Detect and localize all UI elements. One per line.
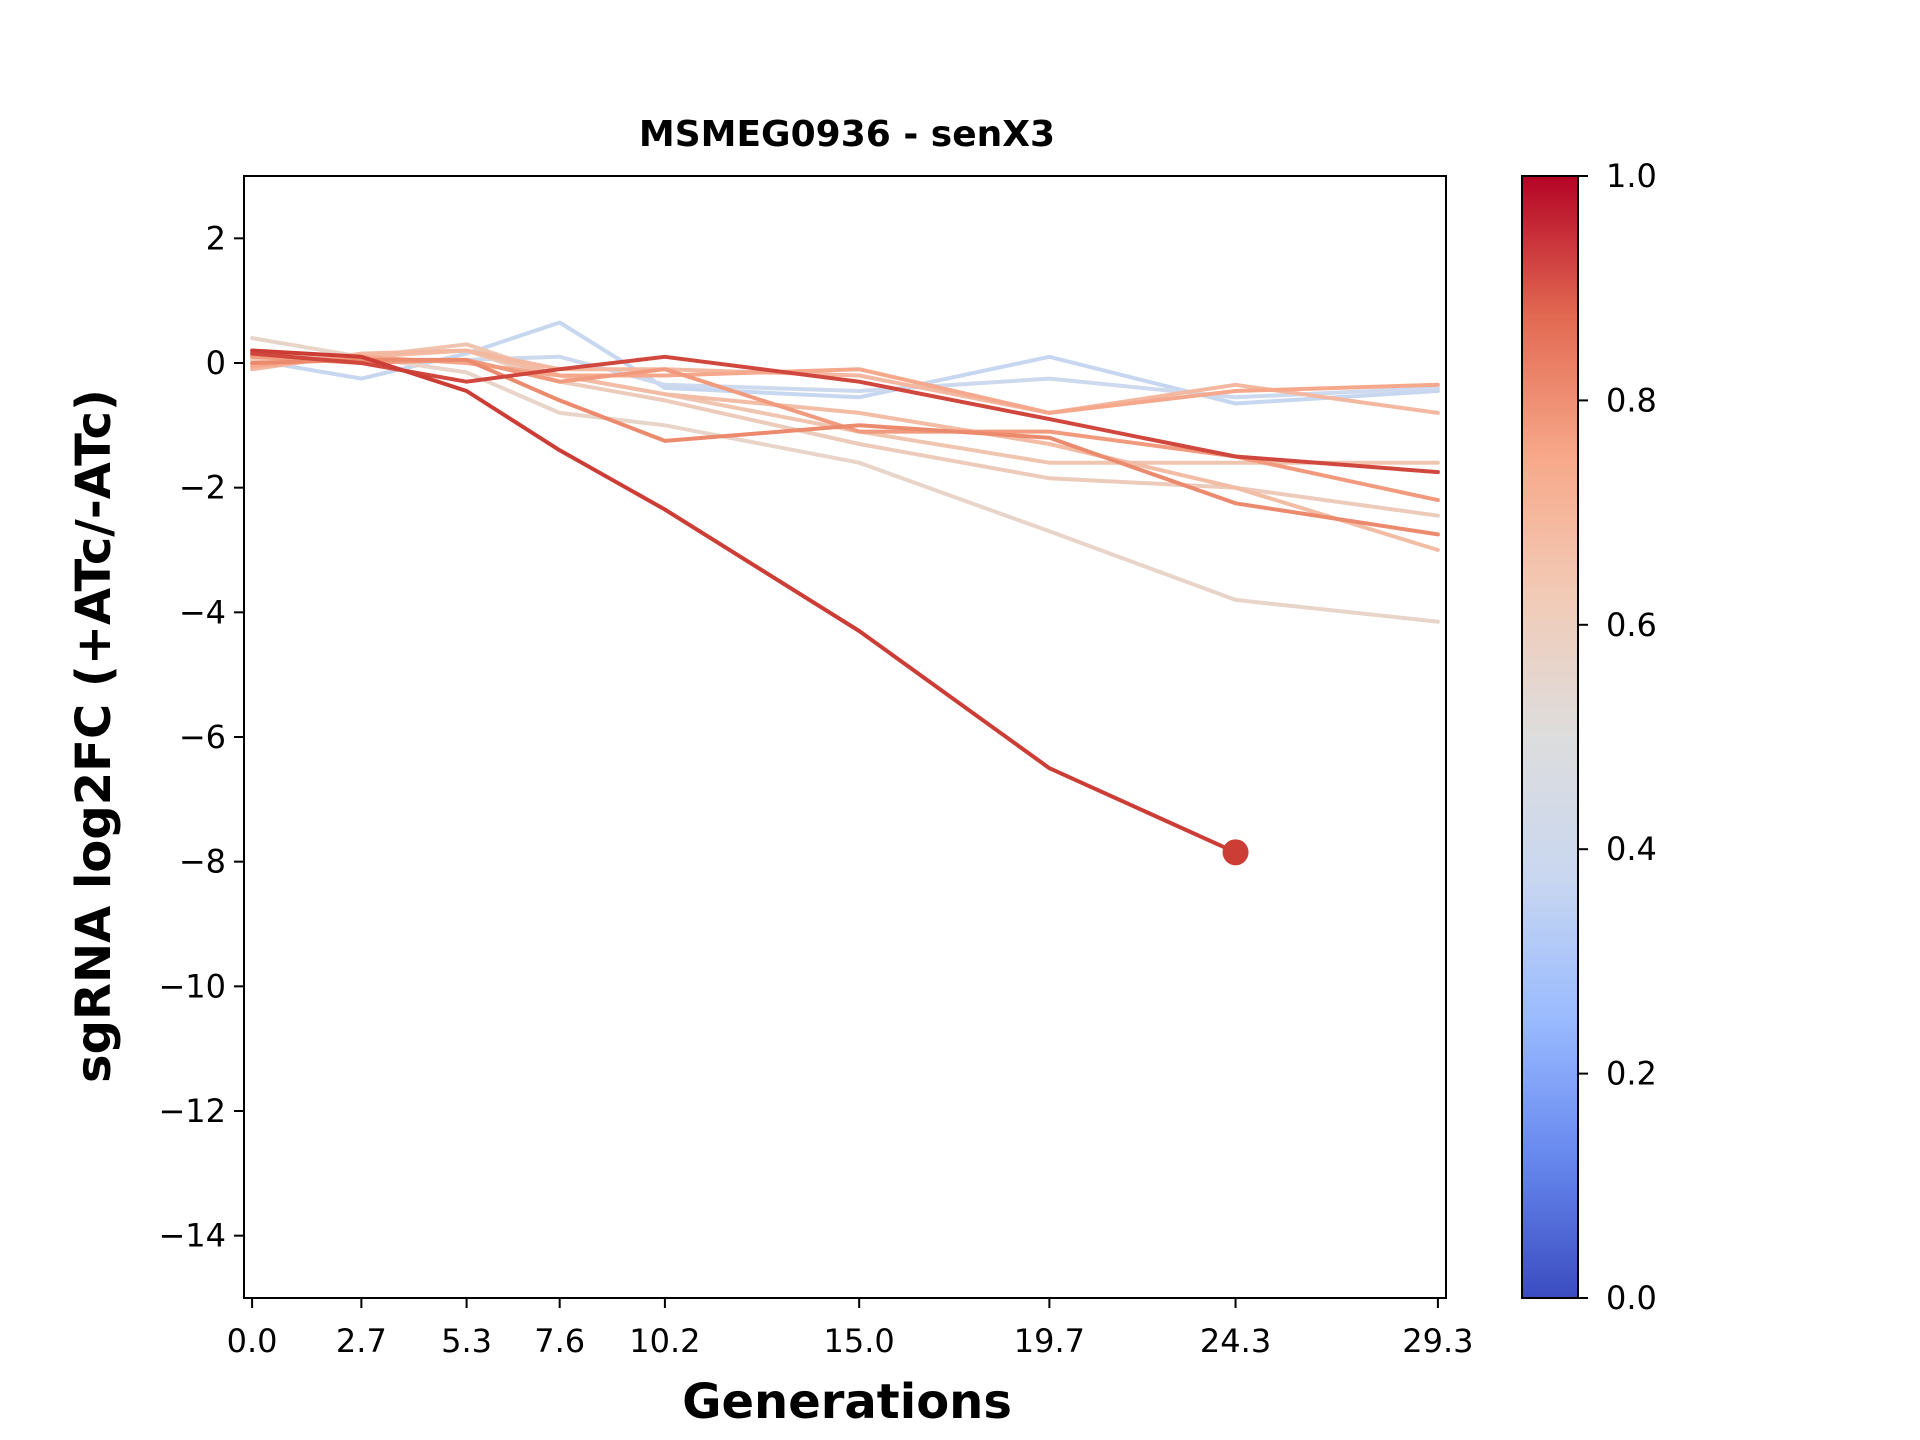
- x-tick-label: 7.6: [534, 1322, 585, 1360]
- y-tick-label: −6: [179, 718, 226, 756]
- y-axis-label: sgRNA log2FC (+ATc/-ATc): [66, 389, 122, 1083]
- y-tick-label: −12: [158, 1092, 226, 1130]
- x-tick-label: 29.3: [1402, 1322, 1473, 1360]
- colorbar-tick-label: 1.0: [1606, 157, 1657, 195]
- x-tick-label: 0.0: [227, 1322, 278, 1360]
- x-axis-label: Generations: [682, 1374, 1012, 1430]
- series-line-9: [250, 354, 1440, 503]
- y-tick-label: −14: [158, 1217, 226, 1255]
- y-tick-label: 0: [206, 344, 226, 382]
- y-tick-label: −2: [179, 469, 226, 507]
- y-tick-label: −4: [179, 593, 226, 631]
- plot-area: [250, 320, 1440, 866]
- colorbar-gradient: [1521, 175, 1579, 1299]
- series-line-10: [250, 357, 1440, 537]
- x-tick-label: 19.7: [1014, 1322, 1085, 1360]
- colorbar: 0.0 0.2 0.4 0.6 0.8 1.0: [1521, 157, 1657, 1317]
- colorbar-tick-label: 0.2: [1606, 1055, 1657, 1093]
- x-tick-label: 15.0: [824, 1322, 895, 1360]
- chart-title: MSMEG0936 - senX3: [639, 114, 1055, 155]
- colorbar-tick-label: 0.4: [1606, 830, 1657, 868]
- x-tick-label: 5.3: [441, 1322, 492, 1360]
- colorbar-tick-label: 0.6: [1606, 606, 1657, 644]
- y-tick-label: 2: [206, 219, 226, 257]
- y-tick-label: −10: [158, 967, 226, 1005]
- y-tick-label: −8: [179, 843, 226, 881]
- colorbar-tick-label: 0.0: [1606, 1279, 1657, 1317]
- x-tick-label: 24.3: [1200, 1322, 1271, 1360]
- x-axis: 0.0 2.7 5.3 7.6 10.2 15.0 19.7 24.3 29.3: [227, 1298, 1474, 1360]
- colorbar-tick-label: 0.8: [1606, 381, 1657, 419]
- x-tick-label: 10.2: [629, 1322, 700, 1360]
- plot-frame: [243, 175, 1447, 1299]
- y-axis: 2 0 −2 −4 −6 −8 −10 −12 −14: [158, 219, 244, 1255]
- x-tick-label: 2.7: [336, 1322, 387, 1360]
- series-line-12: [250, 348, 1238, 855]
- series-end-marker: [1222, 839, 1249, 866]
- series-line-6: [250, 348, 1440, 552]
